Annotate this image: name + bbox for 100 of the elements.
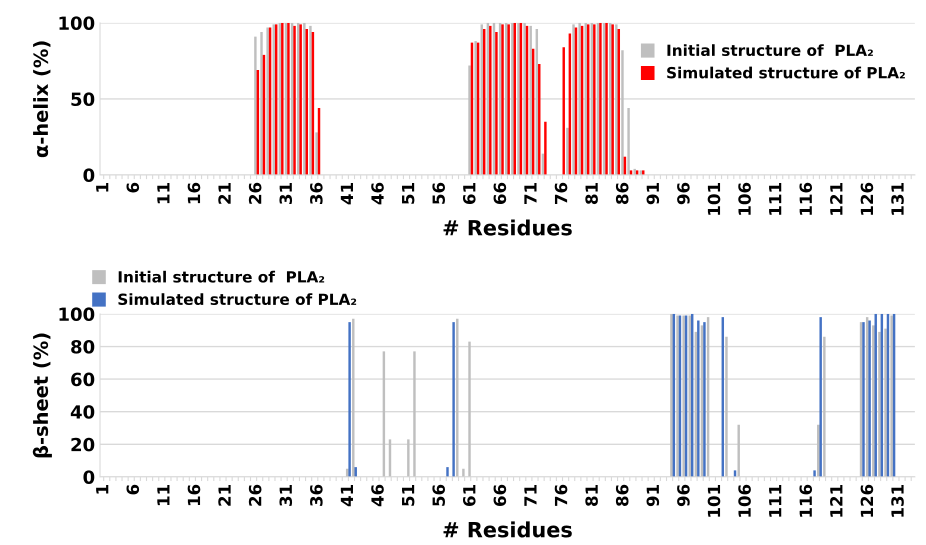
x-tick-label: 66 — [494, 484, 506, 506]
x-tick-label: 11 — [157, 484, 170, 506]
bar — [514, 22, 516, 175]
bar — [817, 424, 820, 477]
x-tick-label: 36 — [310, 182, 323, 204]
x-tick-label: 131 — [891, 484, 904, 517]
bar — [574, 27, 578, 175]
x-tick-label: 86 — [616, 182, 629, 204]
bar — [599, 22, 602, 175]
y-tick-label: 50 — [71, 92, 94, 106]
bar — [624, 156, 626, 175]
x-tick-label: 106 — [738, 484, 751, 517]
x-tick-label: 31 — [279, 183, 292, 204]
bar — [562, 47, 565, 175]
bar — [299, 24, 302, 175]
y-axis-title: α-helix (%) — [33, 41, 50, 158]
bar — [586, 24, 590, 175]
x-tick-label: 121 — [830, 183, 842, 215]
bar — [688, 316, 691, 477]
bar — [287, 22, 290, 175]
x-tick-label: 36 — [310, 484, 323, 506]
bar — [618, 28, 620, 175]
x-tick-label: 46 — [371, 182, 384, 204]
bar — [890, 316, 893, 477]
bar — [734, 470, 736, 477]
bar — [254, 36, 257, 175]
bar — [544, 122, 547, 175]
bar — [382, 351, 386, 477]
y-axis-title: β-sheet (%) — [32, 334, 52, 458]
x-axis-title: # Residues — [444, 521, 572, 538]
x-tick-label: 56 — [432, 484, 445, 506]
bar — [274, 24, 278, 175]
bar — [872, 325, 875, 477]
x-axis-title: # Residues — [444, 219, 572, 236]
x-tick-label: 61 — [462, 183, 476, 204]
y-tick-label: 60 — [71, 372, 94, 386]
bar — [737, 424, 740, 477]
bar — [580, 26, 584, 175]
bar — [684, 316, 688, 477]
bar — [672, 314, 676, 477]
x-tick-label: 56 — [432, 182, 445, 204]
bar — [725, 336, 728, 477]
bar — [819, 317, 822, 477]
x-tick-label: 16 — [188, 182, 200, 204]
bar — [346, 468, 348, 477]
legend-label: Initial structure of PLA₂ — [667, 44, 873, 56]
bar — [476, 42, 480, 175]
bar — [568, 34, 572, 175]
bar — [501, 24, 504, 175]
bar — [605, 22, 608, 175]
x-tick-label: 111 — [769, 484, 782, 517]
x-tick-label: 6 — [126, 182, 140, 192]
bar — [670, 314, 673, 477]
bar — [611, 24, 614, 175]
x-tick-label: 126 — [860, 182, 874, 215]
x-tick-label: 116 — [799, 182, 812, 215]
bar — [266, 27, 269, 175]
bar — [578, 22, 581, 175]
x-tick-label: 41 — [340, 484, 353, 506]
bar — [633, 168, 636, 175]
bar — [474, 41, 477, 175]
bar — [456, 318, 459, 477]
x-tick-label: 106 — [738, 182, 751, 215]
y-tick-label: 40 — [70, 405, 94, 419]
bar — [602, 22, 606, 175]
x-tick-label: 111 — [769, 183, 782, 215]
bar — [507, 24, 510, 175]
y-tick-label: 100 — [59, 307, 94, 322]
x-tick-label: 71 — [524, 484, 537, 506]
bar — [860, 322, 862, 477]
x-tick-label: 51 — [402, 183, 414, 204]
x-tick-label: 101 — [708, 183, 720, 215]
bar — [874, 314, 877, 477]
bar — [694, 332, 698, 477]
bar — [813, 470, 816, 477]
x-tick-label: 131 — [891, 183, 904, 215]
x-tick-label: 46 — [371, 484, 384, 506]
bar — [452, 322, 455, 477]
bar — [878, 332, 881, 477]
x-tick-label: 76 — [554, 182, 568, 204]
x-tick-label: 101 — [708, 484, 720, 517]
bar — [352, 318, 355, 477]
x-tick-label: 1 — [96, 183, 108, 192]
x-tick-label: 121 — [830, 484, 842, 517]
bar — [489, 26, 492, 175]
bar — [690, 314, 694, 477]
bar — [532, 48, 534, 175]
bar — [584, 22, 587, 175]
bar — [529, 26, 532, 175]
bar — [682, 316, 685, 477]
bar — [823, 336, 826, 477]
bar — [621, 50, 624, 175]
bar — [868, 320, 871, 477]
x-tick-label: 6 — [126, 484, 140, 494]
x-tick-label: 86 — [616, 484, 629, 506]
bar — [303, 22, 306, 175]
bar — [523, 22, 526, 175]
bar — [703, 322, 706, 477]
x-tick-label: 26 — [248, 182, 262, 204]
bar — [348, 322, 351, 477]
